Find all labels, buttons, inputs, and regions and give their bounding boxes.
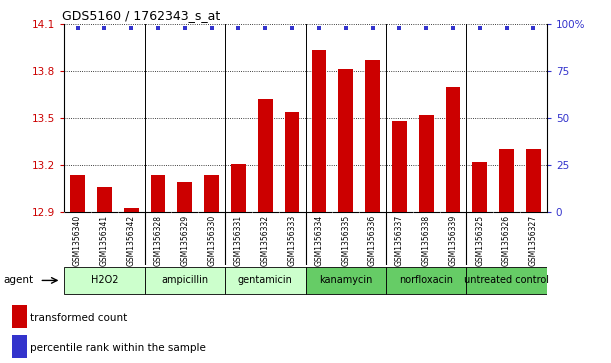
Text: GSM1356328: GSM1356328 [153, 215, 163, 266]
Bar [225, 266, 306, 294]
Bar [64, 266, 145, 294]
Text: GDS5160 / 1762343_s_at: GDS5160 / 1762343_s_at [62, 9, 220, 23]
Text: GSM1356339: GSM1356339 [448, 215, 458, 266]
Bar [392, 121, 407, 212]
Text: GSM1356330: GSM1356330 [207, 215, 216, 266]
Text: transformed count: transformed count [31, 313, 128, 323]
Bar [365, 60, 380, 212]
Bar [419, 115, 434, 212]
Text: GSM1356329: GSM1356329 [180, 215, 189, 266]
Bar [499, 150, 514, 212]
Text: GSM1356341: GSM1356341 [100, 215, 109, 266]
Text: kanamycin: kanamycin [319, 276, 373, 285]
Bar [151, 175, 166, 212]
Bar [12, 306, 27, 328]
Text: GSM1356337: GSM1356337 [395, 215, 404, 266]
Bar [12, 335, 27, 358]
Bar [386, 266, 466, 294]
Bar [204, 175, 219, 212]
Bar [285, 112, 299, 212]
Bar [70, 175, 85, 212]
Text: gentamicin: gentamicin [238, 276, 293, 285]
Bar [312, 50, 326, 212]
Text: GSM1356327: GSM1356327 [529, 215, 538, 266]
Bar [526, 150, 541, 212]
Bar [338, 69, 353, 212]
Text: GSM1356340: GSM1356340 [73, 215, 82, 266]
Bar [97, 187, 112, 212]
Text: GSM1356326: GSM1356326 [502, 215, 511, 266]
Text: GSM1356331: GSM1356331 [234, 215, 243, 266]
Text: untreated control: untreated control [464, 276, 549, 285]
Text: percentile rank within the sample: percentile rank within the sample [31, 343, 206, 353]
Bar [472, 162, 487, 212]
Bar [466, 266, 547, 294]
Text: GSM1356332: GSM1356332 [261, 215, 270, 266]
Bar [145, 266, 225, 294]
Text: GSM1356338: GSM1356338 [422, 215, 431, 266]
Bar [306, 266, 386, 294]
Text: GSM1356336: GSM1356336 [368, 215, 377, 266]
Bar [177, 183, 192, 212]
Bar [124, 208, 139, 212]
Bar [231, 164, 246, 212]
Bar [258, 99, 273, 212]
Text: GSM1356342: GSM1356342 [126, 215, 136, 266]
Text: ampicillin: ampicillin [161, 276, 208, 285]
Text: GSM1356333: GSM1356333 [288, 215, 296, 266]
Bar [445, 86, 460, 212]
Text: GSM1356334: GSM1356334 [315, 215, 323, 266]
Text: GSM1356325: GSM1356325 [475, 215, 485, 266]
Text: norfloxacin: norfloxacin [399, 276, 453, 285]
Text: H2O2: H2O2 [90, 276, 118, 285]
Text: agent: agent [3, 276, 33, 285]
Text: GSM1356335: GSM1356335 [341, 215, 350, 266]
